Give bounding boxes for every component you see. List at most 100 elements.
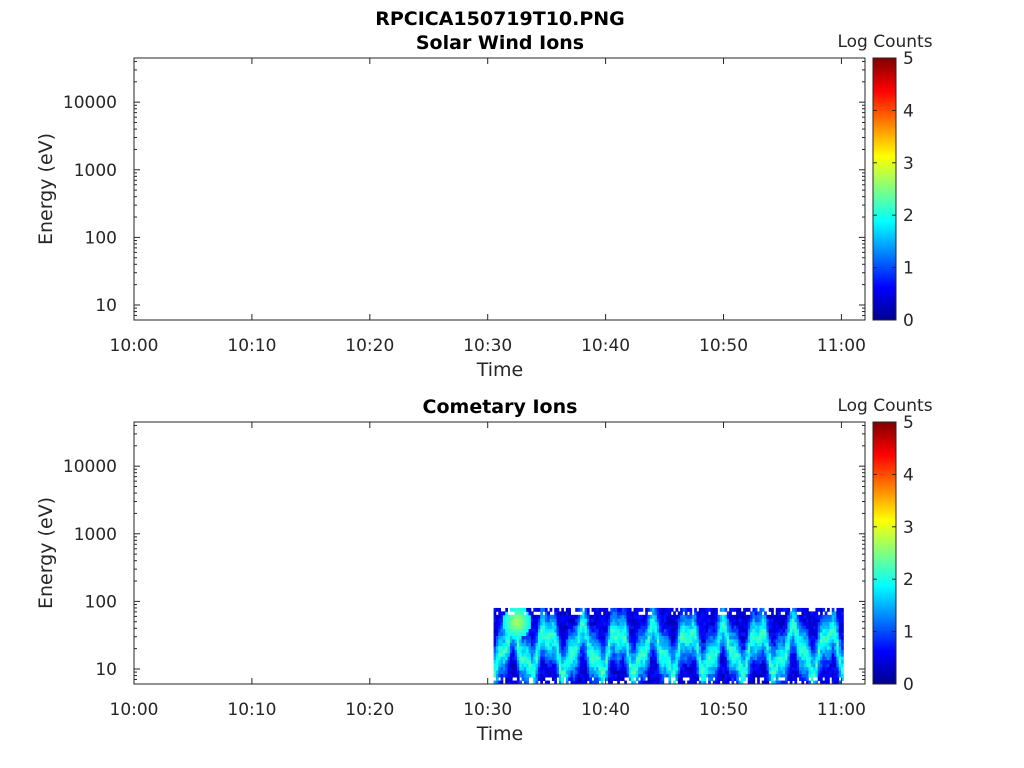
heatmap-cell [801,656,805,661]
heatmap-cell [584,656,588,661]
heatmap-cell [521,611,525,616]
heatmap-cell [661,635,665,640]
heatmap-cell [668,649,672,654]
heatmap-cell [591,639,595,643]
heatmap-cell [509,635,513,640]
heatmap-cell [752,677,756,681]
heatmap-cell [705,614,709,619]
heatmap-cell [701,645,704,650]
heatmap-cell [743,673,746,678]
heatmap-cell [605,645,609,650]
heatmap-cell [495,618,499,623]
heatmap-cell [509,656,513,661]
heatmap-cell [514,625,518,630]
heatmap-cell [500,639,504,643]
heatmap-cell [775,673,779,678]
heatmap-cell [570,673,574,678]
heatmap-cell [514,656,518,661]
heatmap-cell [708,670,711,675]
heatmap-cell [801,625,805,630]
heatmap-cell [813,652,816,657]
heatmap-cell [626,628,630,633]
heatmap-cell [771,614,774,619]
heatmap-cell [663,642,667,647]
heatmap-cell [509,670,513,675]
heatmap-cell [808,649,812,654]
heatmap-cell [841,659,844,664]
heatmap-cell [596,656,599,661]
heatmap-cell [586,614,590,619]
heatmap-cell [827,680,830,684]
heatmap-cell [668,642,672,647]
heatmap-cell [540,645,543,650]
heatmap-cell [603,618,606,623]
heatmap-cell [810,659,814,664]
heatmap-cell [507,614,511,619]
heatmap-cell [645,656,648,661]
heatmap-cell [563,639,567,643]
heatmap-cell [715,642,718,647]
heatmap-cell [668,645,672,650]
heatmap-cell [782,673,786,678]
heatmap-cell [792,677,795,681]
heatmap-cell [738,632,742,636]
heatmap-cell [757,645,760,650]
heatmap-cell [757,659,760,664]
heatmap-cell [617,677,620,681]
heatmap-cell [761,607,765,612]
heatmap-cell [563,656,567,661]
heatmap-cell [619,677,623,681]
heatmap-cell [773,649,777,654]
heatmap-cell [598,625,602,630]
heatmap-cell [750,670,753,675]
heatmap-cell [605,659,609,664]
heatmap-cell [668,659,672,664]
heatmap-cell [544,621,548,626]
heatmap-cell [638,649,641,654]
heatmap-cell [808,618,812,623]
heatmap-cell [726,659,730,664]
heatmap-cell [708,656,711,661]
heatmap-cell [750,677,753,681]
heatmap-cell [647,656,651,661]
heatmap-cell [654,635,658,640]
heatmap-cell [568,645,571,650]
heatmap-cell [633,673,637,678]
heatmap-cell [649,652,653,657]
heatmap-cell [610,611,613,616]
heatmap-cell [605,614,609,619]
heatmap-cell [598,670,602,675]
heatmap-cell [633,670,637,675]
heatmap-cell [789,673,793,678]
heatmap-cell [642,621,646,626]
heatmap-cell [561,645,564,650]
heatmap-cell [764,611,767,616]
heatmap-cell [512,666,515,671]
heatmap-cell [647,677,651,681]
heatmap-cell [561,628,564,633]
heatmap-cell [584,635,588,640]
heatmap-cell [691,673,695,678]
heatmap-cell [598,666,602,671]
heatmap-cell [570,652,574,657]
heatmap-cell [514,635,518,640]
heatmap-cell [498,618,501,623]
heatmap-cell [745,625,749,630]
heatmap-cell [838,632,842,636]
heatmap-cell [551,614,555,619]
heatmap-cell [654,652,658,657]
heatmap-cell [584,632,588,636]
heatmap-cell [810,673,814,678]
heatmap-cell [757,635,760,640]
heatmap-cell [792,649,795,654]
heatmap-cell [836,670,840,675]
heatmap-cell [778,621,781,626]
heatmap-cell [710,621,714,626]
heatmap-cell [626,625,630,630]
heatmap-cell [736,645,739,650]
heatmap-cell [673,618,676,623]
heatmap-cell [600,632,604,636]
heatmap-cell [710,666,714,671]
heatmap-cell [729,639,732,643]
heatmap-cell [750,659,753,664]
